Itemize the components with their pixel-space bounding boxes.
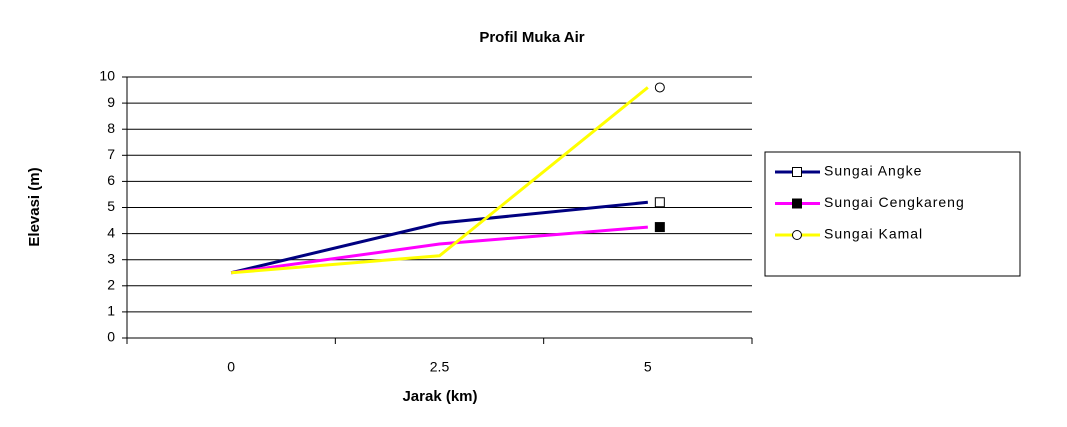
chart-title: Profil Muka Air <box>479 29 584 46</box>
x-tick-label: 2.5 <box>430 359 450 375</box>
marker <box>654 222 665 233</box>
marker <box>792 198 802 209</box>
series-line <box>230 225 648 275</box>
y-tick-label: 2 <box>107 277 115 293</box>
y-tick-label: 0 <box>107 329 115 345</box>
y-tick-label: 1 <box>107 303 115 319</box>
x-tick-label: 0 <box>227 359 235 375</box>
legend-label: Sungai Kamal <box>824 226 923 242</box>
marker <box>654 197 665 208</box>
y-tick-label: 5 <box>107 198 115 214</box>
marker <box>654 82 665 93</box>
x-axis-label: Jarak (km) <box>402 388 477 405</box>
legend-label: Sungai Cengkareng <box>824 194 965 210</box>
marker <box>792 167 802 177</box>
series-line <box>231 86 649 275</box>
x-tick-label: 5 <box>644 359 652 375</box>
y-tick-label: 3 <box>107 250 115 266</box>
y-tick-label: 8 <box>107 120 115 136</box>
y-tick-label: 7 <box>107 146 115 162</box>
y-tick-label: 9 <box>107 94 115 110</box>
y-tick-label: 4 <box>107 224 115 240</box>
y-tick-label: 6 <box>107 172 115 188</box>
marker <box>792 230 802 240</box>
y-axis-label: Elevasi (m) <box>26 167 43 246</box>
legend-label: Sungai Angke <box>824 163 922 179</box>
y-tick-label: 10 <box>99 68 115 84</box>
series-line <box>230 200 648 275</box>
